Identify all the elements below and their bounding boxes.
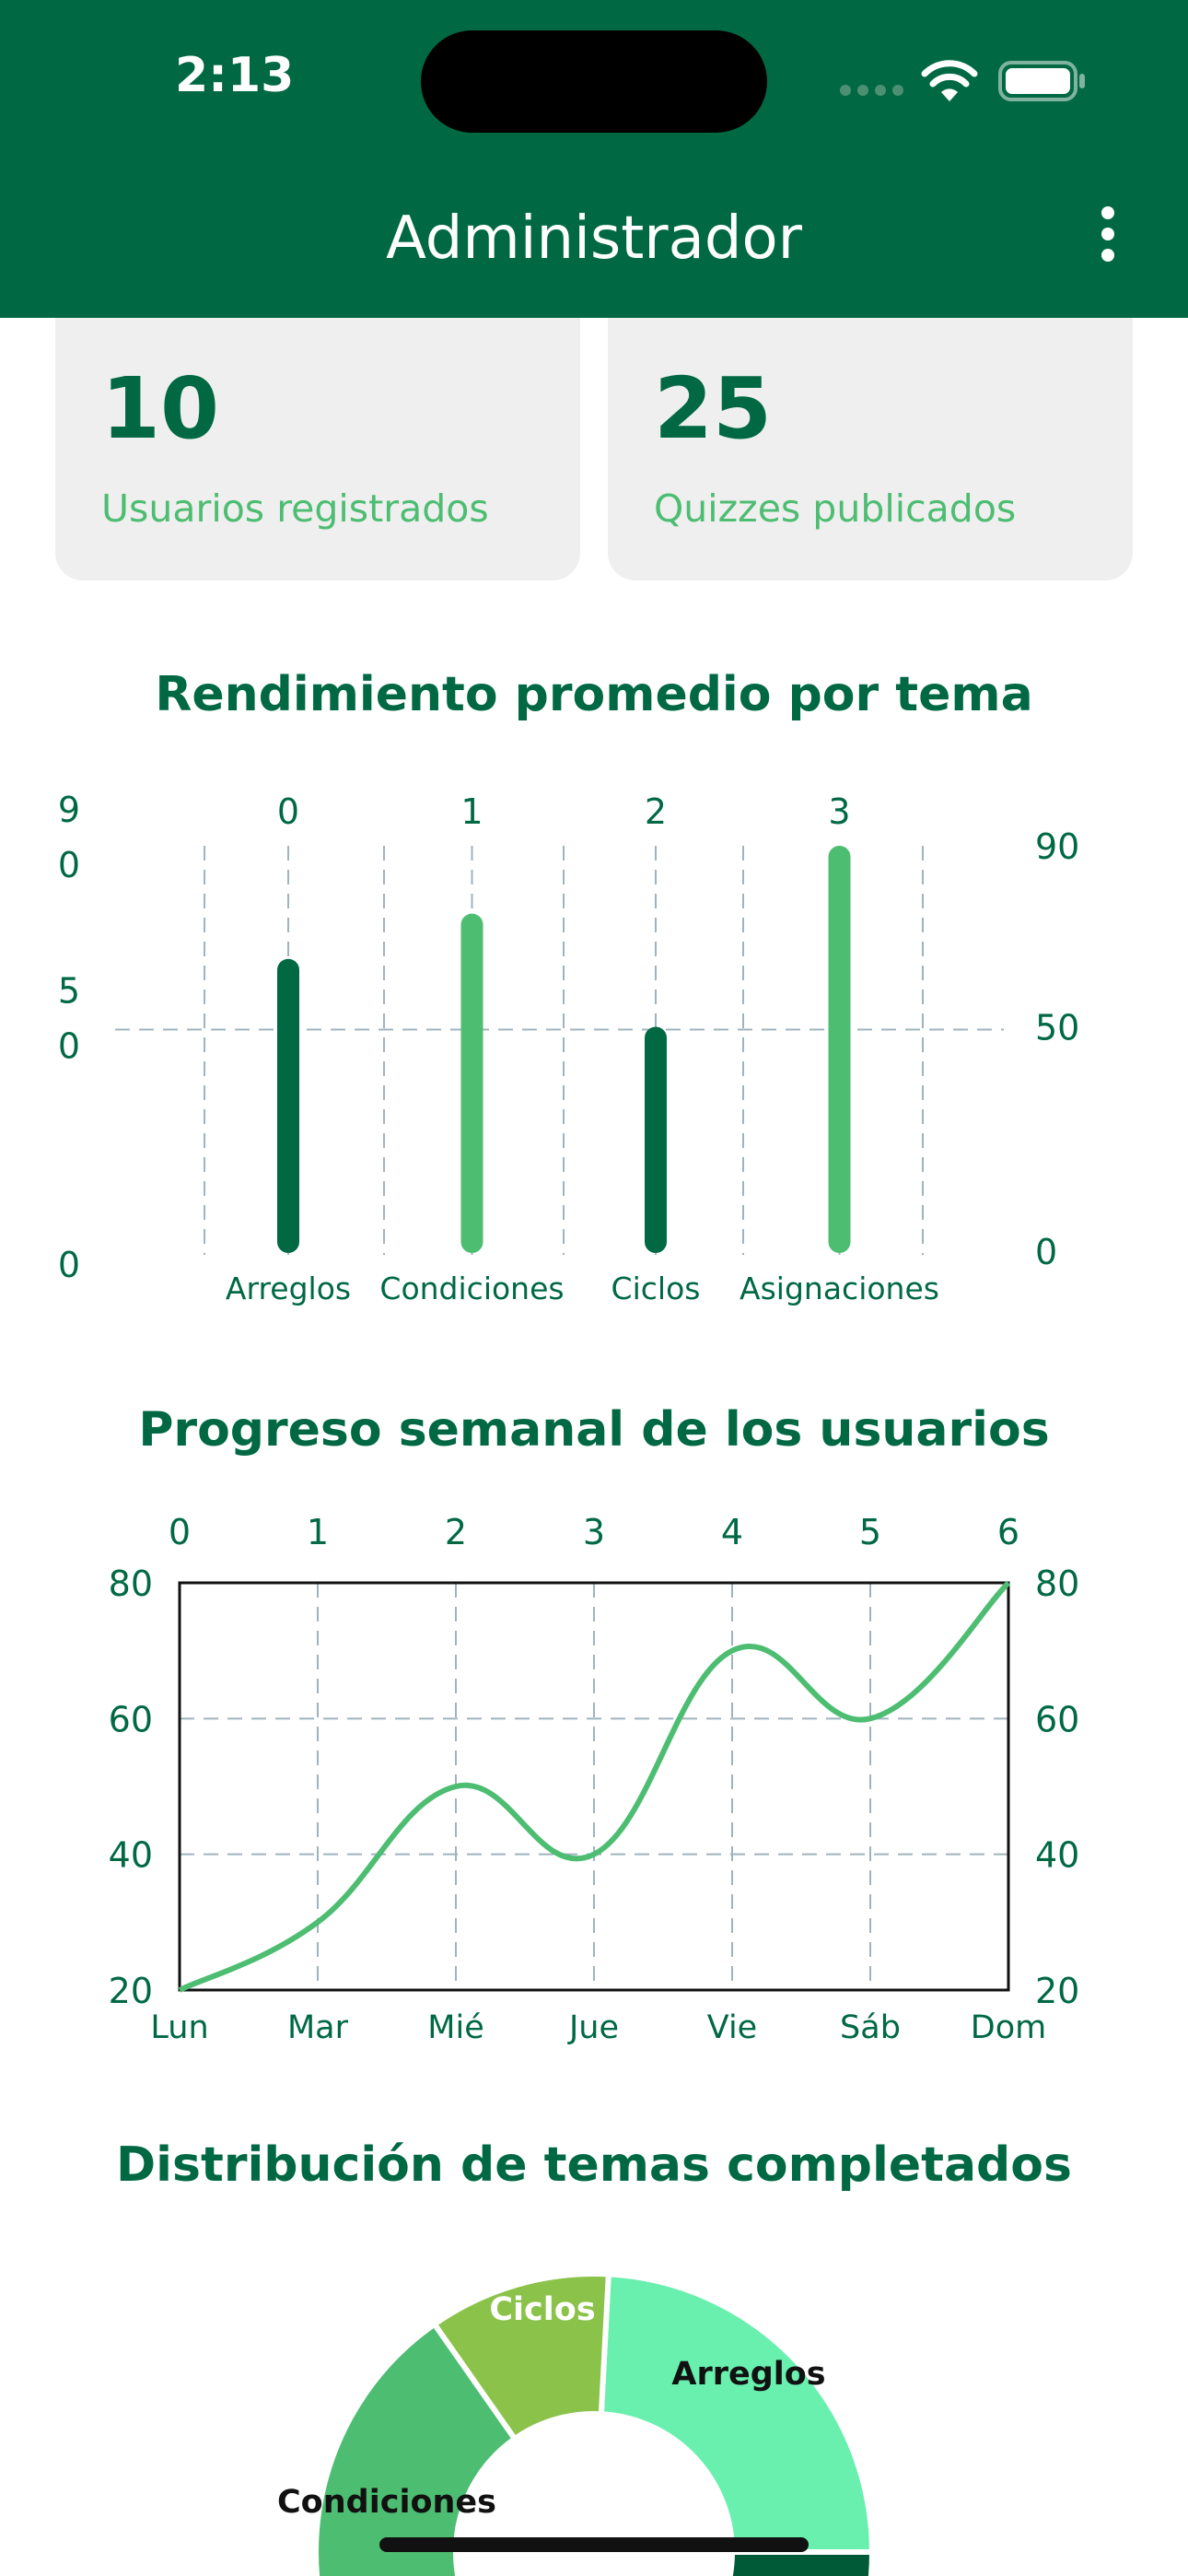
x-tick-label: Jue [567,2009,619,2046]
bar-chart: 0 Arreglos 1 Condiciones 2 Ciclos 3 Asignacione… [58,790,1079,1306]
slice-label-condiciones: Condiciones [277,2484,496,2521]
line-chart: Lun 0 Mar 1 Mié 2 Jue 3 Vie 4 Sáb 5 Dom 6 80 80 60 60 40 40… [109,1512,1080,2046]
x-tick-label: Dom [971,2009,1046,2046]
stat-card-users: 10 Usuarios registrados [55,276,580,580]
x-tick-label: Vie [707,2009,757,2046]
plot-border [178,1581,1010,1992]
x-tick-label: Sáb [840,2009,901,2046]
stat-value: 10 [101,359,220,458]
line-chart-title: Progreso semanal de los usuarios [138,1402,1050,1458]
y-tick-label-left: 60 [109,1699,153,1739]
stat-label: Quizzes publicados [654,486,1017,531]
home-indicator[interactable] [379,2537,809,2552]
top-tick-label: 6 [997,1512,1019,1552]
battery-icon [998,61,1085,101]
slice-arreglos [598,2271,876,2555]
y-tick-label-left: 20 [109,1971,153,2011]
pie-chart: Arreglos Condiciones Ciclos [277,2271,876,2576]
top-tick-label: 3 [828,791,850,832]
top-tick-label: 0 [169,1512,191,1552]
slice-ciclos [430,2271,611,2443]
category-label: Arreglos [226,1270,351,1306]
dynamic-island [421,30,767,133]
x-tick-label: Mié [427,2009,483,2046]
category-label: Ciclos [611,1270,701,1306]
x-tick-label: Mar [287,2009,349,2046]
category-label: Asignaciones [740,1270,939,1306]
y-tick-label-right: 60 [1035,1699,1079,1739]
page-title: Administrador [386,205,802,273]
stat-card-quizzes: 25 Quizzes publicados [608,276,1133,580]
top-tick-label: 0 [277,791,299,832]
y-tick-label-right: 40 [1035,1835,1079,1876]
top-tick-label: 5 [859,1512,881,1552]
slice-condiciones [313,2320,519,2576]
top-tick-label: 3 [583,1512,605,1552]
slice-label-ciclos: Ciclos [489,2291,595,2328]
stat-label: Usuarios registrados [101,486,489,531]
top-tick-label: 1 [460,791,483,832]
stat-value: 25 [654,359,773,458]
x-tick-label: Lun [150,2009,208,2046]
status-time: 2:13 [175,48,295,103]
top-tick-label: 2 [445,1512,467,1552]
y-tick-label-left: 40 [109,1835,153,1876]
slice-extra [727,2549,876,2576]
y-tick-label-right: 90 [1035,826,1079,867]
wifi-icon [921,60,978,101]
series-line [178,1580,1011,1993]
y-tick-label-right: 50 [1035,1007,1079,1048]
pie-chart-title: Distribución de temas completados [116,2137,1072,2193]
category-label: Condiciones [379,1270,564,1306]
top-tick-label: 1 [307,1512,329,1552]
y-tick-label-left: 0 [58,1245,80,1285]
y-tick-label-right: 20 [1035,1971,1079,2011]
slice-label-arreglos: Arreglos [671,2356,825,2393]
app-bar: 2:13 Administrador [0,0,1188,318]
more-options-icon[interactable] [1101,206,1114,262]
bar-chart-title: Rendimiento promedio por tema [155,667,1033,722]
cellular-signal-icon [840,85,904,98]
y-tick-label-right: 0 [1035,1232,1057,1272]
y-tick-label-right: 80 [1035,1563,1079,1604]
top-tick-label: 4 [721,1512,743,1552]
y-tick-label-left: 80 [109,1563,153,1604]
top-tick-label: 2 [645,791,667,832]
